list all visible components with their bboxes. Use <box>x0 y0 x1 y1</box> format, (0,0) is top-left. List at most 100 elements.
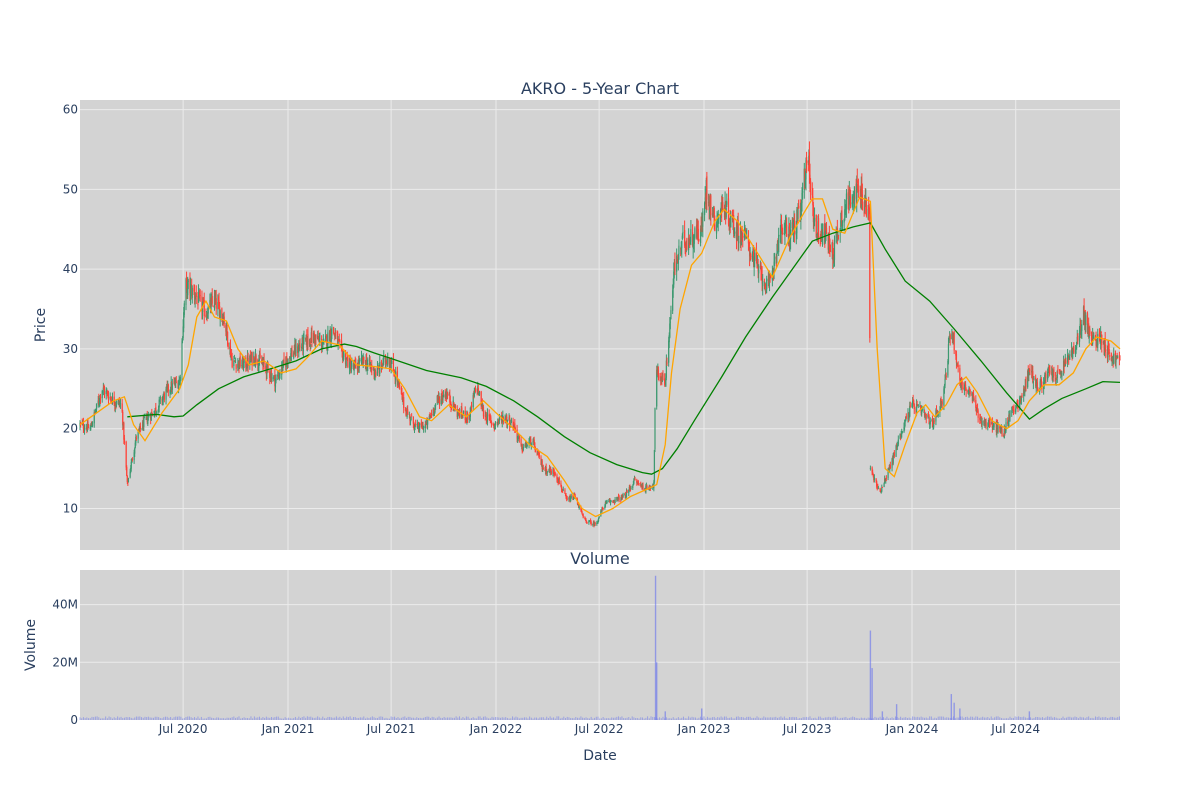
candle-body-down <box>861 183 863 195</box>
volume-bar <box>729 717 731 720</box>
candle-body-down <box>215 298 217 309</box>
candle-body-down <box>925 413 927 419</box>
candle-body-up <box>937 412 939 416</box>
candle-body-up <box>313 333 315 344</box>
volume-bar <box>975 716 977 720</box>
volume-bar <box>677 717 679 720</box>
volume-bar <box>284 717 286 720</box>
candle-body-up <box>330 335 332 342</box>
candle-body-down <box>193 288 195 292</box>
candle-body-down <box>893 452 895 457</box>
volume-bar <box>565 718 567 720</box>
candle-body-down <box>155 407 157 413</box>
volume-bar <box>358 717 360 720</box>
volume-bar <box>999 717 1001 720</box>
candle-body-down <box>283 358 285 363</box>
candle-body-down <box>1108 349 1110 354</box>
candle-body-up <box>897 444 899 446</box>
volume-bar <box>992 718 994 720</box>
volume-bar <box>510 718 512 720</box>
volume-bar <box>224 718 226 720</box>
candle-body-down <box>875 478 877 481</box>
volume-bar <box>700 716 702 720</box>
candle-body-down <box>438 399 441 405</box>
volume-bar <box>1016 716 1018 720</box>
candle-body-down <box>297 346 299 354</box>
volume-bar <box>903 717 905 720</box>
candle-body-up <box>457 412 459 418</box>
candle-body-down <box>489 416 491 419</box>
candle-body-up <box>908 416 910 419</box>
candle-body-up <box>768 277 771 283</box>
candle-body-down <box>174 383 176 385</box>
candle-body-down <box>714 222 716 232</box>
volume-bar <box>1030 717 1032 720</box>
candle-body-down <box>859 189 861 191</box>
candle-body-up <box>510 419 512 423</box>
candle-body-down <box>972 394 975 398</box>
volume-bar <box>888 718 890 720</box>
candle-body-up <box>725 207 727 218</box>
volume-bar <box>1071 717 1073 720</box>
volume-spike-bar <box>959 708 961 720</box>
candle-body-down <box>985 421 987 427</box>
candle-body-down <box>586 521 588 524</box>
candle-body-up <box>896 445 898 450</box>
candle-body-down <box>195 293 197 297</box>
candle-body-down <box>126 467 128 476</box>
candle-body-up <box>359 359 361 362</box>
volume-bar <box>503 717 505 720</box>
volume-bar <box>840 717 842 720</box>
volume-bar <box>441 717 443 720</box>
volume-bar <box>341 718 343 720</box>
volume-bar <box>315 717 317 720</box>
candle-body-up <box>1085 315 1087 325</box>
volume-bar <box>973 717 975 720</box>
candle-body-up <box>670 310 672 320</box>
candle-body-up <box>625 491 628 498</box>
candle-body-down <box>205 314 207 318</box>
volume-bar <box>676 718 678 720</box>
candle-body-up <box>773 261 775 271</box>
volume-bar <box>958 717 960 720</box>
candle-body-up <box>390 363 392 371</box>
candle-body-up <box>351 363 353 367</box>
candle-body-down <box>525 442 527 448</box>
volume-bar <box>412 717 414 720</box>
candle-body-down <box>1100 331 1102 334</box>
volume-bar <box>1088 716 1090 720</box>
candle-body-up <box>778 234 780 253</box>
volume-bar <box>795 716 797 720</box>
volume-bar <box>824 717 826 720</box>
candle-body-down <box>461 407 463 415</box>
volume-bar <box>607 718 609 720</box>
volume-bar <box>520 717 522 720</box>
volume-bar <box>93 717 95 720</box>
volume-bar <box>453 717 455 720</box>
volume-bar <box>788 717 790 720</box>
candle-body-up <box>617 497 619 499</box>
candle-body-up <box>840 220 842 228</box>
volume-bar <box>245 717 247 720</box>
candle-body-up <box>1032 381 1034 383</box>
volume-bar <box>633 717 635 720</box>
candle-body-up <box>1009 410 1011 418</box>
volume-bar <box>469 718 471 720</box>
volume-bar <box>269 717 271 720</box>
volume-bar <box>1040 717 1042 720</box>
candle-body-up <box>883 483 885 488</box>
volume-bar <box>792 716 794 720</box>
candle-body-up <box>669 321 671 323</box>
volume-bar <box>211 717 213 720</box>
volume-bar <box>790 717 792 720</box>
candle-body-down <box>865 198 868 216</box>
volume-bar <box>523 717 525 720</box>
candle-body-up <box>1117 356 1119 358</box>
volume-bar <box>146 717 148 720</box>
volume-bar <box>122 718 124 720</box>
candle-body-down <box>235 364 237 369</box>
candle-body-down <box>760 270 763 275</box>
volume-bar <box>252 718 254 720</box>
candle-body-down <box>229 345 232 357</box>
volume-bar <box>643 718 645 720</box>
